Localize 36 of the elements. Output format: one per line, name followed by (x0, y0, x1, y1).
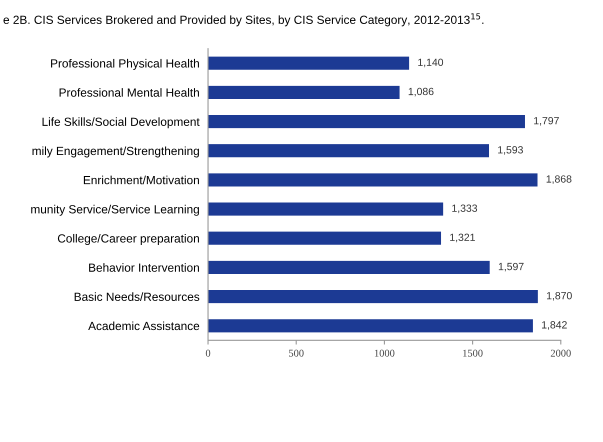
y-tick-label: mily Engagement/Strengthening (32, 146, 199, 158)
data-label: 1,593 (498, 146, 523, 155)
data-label: 1,868 (546, 175, 572, 184)
data-label: 1,140 (418, 58, 444, 68)
bar (208, 319, 533, 332)
x-tick-label: 1000 (374, 350, 394, 357)
data-label: 1,333 (452, 204, 478, 214)
x-tick-label: 500 (289, 350, 304, 357)
y-tick-label: College/Career preparation (58, 234, 199, 245)
bar (208, 144, 490, 158)
bar (208, 232, 442, 245)
data-label: 1,321 (450, 234, 475, 242)
x-tick-label: 1500 (463, 350, 483, 357)
data-label: 1,086 (408, 88, 434, 96)
x-tick-label: 2000 (550, 350, 571, 357)
y-tick-label: Behavior Intervention (89, 263, 199, 272)
bar (208, 202, 444, 216)
bar (208, 290, 538, 304)
data-label: 1,797 (534, 116, 559, 126)
y-tick-label: Enrichment/Motivation (84, 176, 199, 184)
y-tick-label: Basic Needs/Resources (74, 292, 200, 301)
data-label: 1,870 (546, 292, 572, 301)
y-tick-label: Academic Assistance (88, 321, 200, 330)
bar (208, 173, 538, 186)
y-tick-label: Professional Physical Health (51, 58, 199, 70)
bar (208, 86, 400, 99)
bar (208, 114, 525, 128)
bar (208, 260, 490, 274)
chart-title: e 2B. CIS Services Brokered and Provided by Sites, by CIS Service Category, 2012-2013$^{15}$. (4, 13, 484, 26)
x-tick-label: 0 (206, 350, 210, 357)
y-tick-label: Professional Mental Health (60, 88, 199, 97)
bar (208, 56, 410, 70)
data-label: 1,842 (542, 321, 567, 330)
y-tick-label: munity Service/Service Learning (31, 204, 199, 216)
data-label: 1,597 (498, 262, 524, 272)
y-tick-label: Life Skills/Social Development (42, 117, 200, 128)
